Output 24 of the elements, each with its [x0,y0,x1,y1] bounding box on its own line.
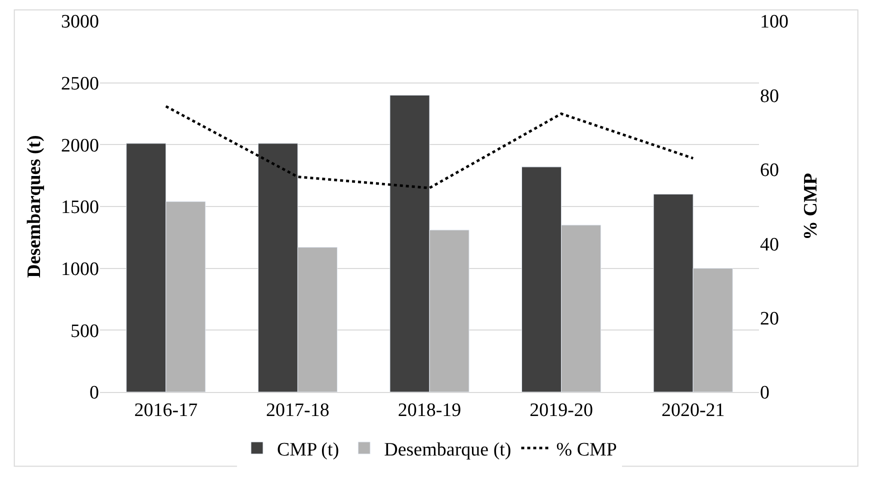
legend-label: Desembarque (t) [384,439,512,460]
legend-label: % CMP [556,439,617,460]
y2-tick-label: 100 [760,12,788,33]
y2-tick-label: 60 [760,160,779,182]
x-tick-label: 2017-18 [266,400,330,421]
x-tick-label: 2018-19 [398,400,462,421]
y-tick-label: 2000 [61,135,99,156]
x-tick-label: 2020-21 [661,400,725,421]
x-tick-label: 2019-20 [530,400,593,421]
y-tick-label: 500 [70,320,99,342]
y-tick-label: 1500 [61,197,99,218]
line-series [164,105,694,190]
y2-tick-label: 20 [760,308,779,330]
y-tick-label: 2500 [61,73,99,94]
y2-tick-label: 80 [760,86,779,107]
y-tick-label: 0 [90,382,99,404]
y2-tick-label: 40 [760,234,779,256]
y-tick-label: 3000 [61,12,99,33]
y-axis-title: Desembarques (t) [24,135,45,278]
y-tick-label: 1000 [61,258,99,280]
y2-axis-title: % CMP [800,172,822,240]
y2-tick-label: 0 [760,382,770,404]
legend-label: CMP (t) [277,439,340,460]
x-tick-label: 2016-17 [134,400,198,421]
